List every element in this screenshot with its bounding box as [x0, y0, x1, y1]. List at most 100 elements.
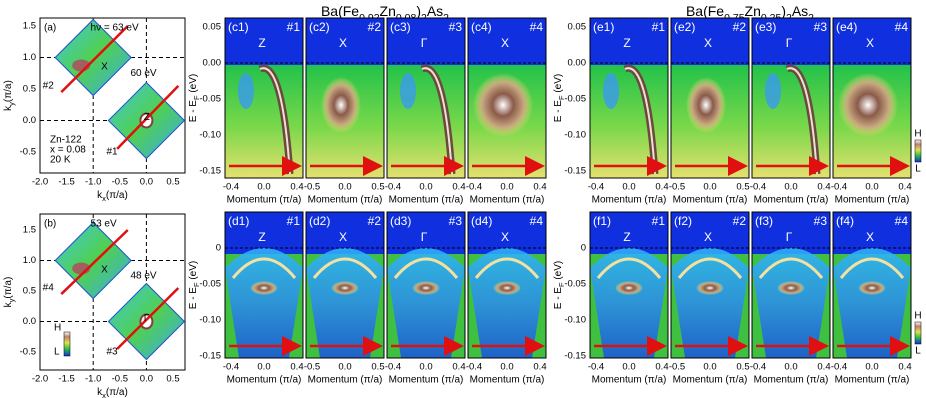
spot — [686, 77, 726, 133]
text-part: (eV) — [553, 261, 564, 283]
x-tick-label: -0.4 — [223, 182, 239, 193]
x-tick-label: -1.0 — [85, 177, 101, 188]
spot — [250, 281, 278, 295]
panel-label: (c2) — [309, 20, 330, 34]
text-part: As — [427, 3, 443, 19]
x-axis-label: Momentum (π/a) — [592, 375, 667, 386]
y-axis-label: E - EF (eV) — [553, 74, 567, 123]
text-part: k — [97, 387, 103, 398]
text-part: y — [7, 102, 16, 106]
colorbar — [914, 321, 922, 345]
point-label: X — [501, 36, 509, 50]
x-tick-label: 0.4 — [452, 182, 465, 193]
text-part: Zn — [745, 3, 761, 19]
panel-label: (f3) — [755, 214, 773, 228]
x-tick-label: 0.4 — [817, 182, 830, 193]
colorbar-label: H — [54, 323, 61, 334]
spectrum-band — [590, 248, 668, 358]
spot — [412, 281, 440, 295]
plot-frame — [832, 211, 912, 359]
point-label: X — [101, 62, 108, 73]
y-tick-label: -0.05 — [199, 279, 221, 290]
x-tick-label: 0.0 — [622, 362, 635, 373]
text-part: E - E — [553, 100, 564, 123]
band — [312, 257, 378, 279]
spot — [838, 73, 898, 137]
text-part: E - E — [188, 287, 199, 310]
x-tick-label: -0.5 — [669, 362, 685, 373]
plot-frame — [589, 17, 669, 179]
band — [421, 67, 453, 175]
cut-line — [60, 229, 129, 295]
y-tick-label: -0.05 — [564, 94, 586, 105]
panel-label: (e1) — [593, 20, 614, 34]
point-label: Γ — [786, 230, 793, 244]
spot — [321, 77, 361, 133]
photon-energy: 53 eV — [91, 219, 117, 230]
spot — [331, 281, 359, 295]
x-tick-label: 0.0 — [257, 362, 270, 373]
y-axis-label: E - EF (eV) — [188, 261, 202, 310]
spectrum-band — [468, 248, 546, 358]
x-axis-label: Momentum (π/a) — [389, 195, 464, 206]
photon-energy: 60 eV — [130, 68, 156, 79]
y-tick-label: 0.00 — [203, 58, 222, 69]
band — [839, 257, 905, 279]
cut-label: #3 — [449, 20, 463, 34]
intensity-map — [54, 221, 132, 300]
intensity-map — [54, 18, 132, 97]
y-tick-label: -0.05 — [564, 279, 586, 290]
spectrum-band — [225, 248, 303, 358]
photon-energy: hν = 63 eV — [91, 23, 139, 34]
cut-label: #1 — [287, 20, 301, 34]
y-tick-label: 1.0 — [23, 255, 36, 266]
cut-label: #1 — [652, 214, 666, 228]
x-axis-label: Momentum (π/a) — [673, 195, 748, 206]
plot-frame — [467, 17, 547, 179]
cut-line — [60, 25, 129, 94]
panel-label: (d1) — [228, 214, 249, 228]
text-part: (eV) — [188, 74, 199, 96]
x-tick-label: -0.5 — [112, 177, 128, 188]
point-label: Z — [258, 230, 265, 244]
panel-label: (e3) — [755, 20, 776, 34]
x-tick-label: -1.5 — [58, 177, 74, 188]
band — [758, 257, 824, 279]
x-axis-label: Momentum (π/a) — [308, 375, 383, 386]
x-tick-label: 0.0 — [865, 182, 878, 193]
x-tick-label: -0.5 — [112, 374, 128, 385]
band — [393, 257, 459, 279]
panel-label: (d2) — [309, 214, 330, 228]
y-tick-label: -0.5 — [20, 347, 36, 358]
text-part: (π/a) — [3, 277, 14, 299]
point-label: X — [704, 36, 712, 50]
point-label: Γ — [144, 313, 150, 324]
plot-frame — [751, 17, 831, 179]
plot-frame — [305, 17, 385, 179]
y-tick-label: 0.0 — [23, 115, 36, 126]
x-tick-label: -0.5 — [304, 362, 320, 373]
x-tick-label: 0.5 — [736, 362, 749, 373]
plot-frame — [386, 17, 466, 179]
x-axis-label: Momentum (π/a) — [835, 195, 910, 206]
text-part: (π/a) — [3, 80, 14, 102]
x-tick-label: 0.5 — [736, 182, 749, 193]
sample-info: x = 0.08 — [50, 145, 86, 156]
x-axis-label: Momentum (π/a) — [308, 195, 383, 206]
text-part: x — [102, 194, 106, 203]
colorbar-label: H — [914, 311, 921, 322]
x-tick-label: 0.0 — [419, 182, 432, 193]
point-label: X — [866, 230, 874, 244]
x-tick-label: 0.5 — [166, 374, 179, 385]
point-label: Z — [144, 112, 150, 123]
sample-info: 20 K — [50, 155, 71, 166]
x-axis-label: Momentum (π/a) — [835, 375, 910, 386]
cut-label: #4 — [43, 283, 55, 294]
x-axis-label: kx(π/a) — [97, 387, 128, 398]
x-tick-label: -2.0 — [32, 177, 48, 188]
panel-label: (d3) — [390, 214, 411, 228]
x-tick-label: 0.0 — [865, 362, 878, 373]
cut-label: #2 — [368, 214, 382, 228]
